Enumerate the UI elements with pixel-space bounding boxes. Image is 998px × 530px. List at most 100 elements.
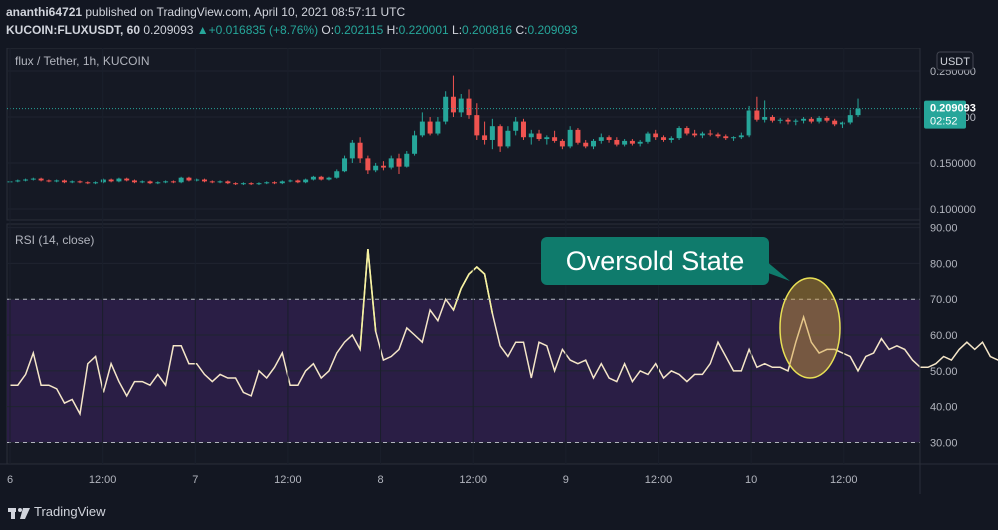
candle-body [443, 96, 449, 122]
candle-body [69, 181, 75, 183]
candle-body [653, 133, 659, 138]
candle-body [723, 136, 729, 139]
close-label: C: [515, 23, 528, 37]
candle-body [482, 135, 488, 140]
candle-body [147, 181, 153, 184]
candle-body [23, 179, 29, 181]
candle-body [591, 140, 596, 147]
candle-body [847, 115, 853, 123]
candle-body [668, 138, 674, 140]
candle-body [404, 153, 410, 167]
candle-body [334, 171, 340, 178]
candle-body [606, 137, 612, 140]
low-value: 0.200816 [462, 23, 513, 37]
candle-body [217, 181, 223, 183]
candle-body [855, 108, 861, 116]
candle-body [637, 141, 643, 144]
high-label: H: [386, 23, 399, 37]
candle-body [684, 128, 690, 134]
candle-body [342, 158, 348, 172]
candle-body [801, 118, 807, 121]
candle-body [614, 139, 620, 145]
candle-body [163, 181, 169, 183]
candle-body [715, 134, 721, 137]
candle-body [264, 182, 270, 184]
candle-body [54, 180, 60, 182]
rsi-tick-label: 70.00 [930, 294, 958, 306]
price-pane[interactable] [6, 48, 921, 221]
candle-body [793, 120, 799, 122]
high-value: 0.220001 [398, 23, 449, 37]
candle-body [466, 98, 472, 116]
candle-body [505, 130, 511, 147]
candle-body [629, 140, 635, 144]
candle-body [326, 177, 332, 180]
time-tick-label: 12:00 [274, 474, 302, 486]
rsi-tick-label: 60.00 [930, 330, 958, 342]
candle-body [808, 118, 814, 122]
candle-body [139, 181, 145, 183]
candle-body [552, 137, 558, 141]
currency-button[interactable]: USDT [936, 51, 974, 71]
time-tick-label: 6 [7, 474, 13, 486]
symbol-info: KUCOIN:FLUXUSDT, 60 0.209093 ▲+0.016835 … [6, 23, 578, 37]
candle-body [816, 117, 822, 122]
candle-body [412, 135, 418, 154]
candle-body [85, 182, 91, 184]
time-tick-label: 12:00 [830, 474, 858, 486]
candle-body [318, 176, 324, 180]
candle-body [388, 158, 394, 168]
candle-body [131, 180, 137, 183]
candle-body [567, 129, 573, 147]
candle-body [458, 98, 464, 113]
candle-body [61, 180, 67, 183]
candle-body [357, 142, 363, 159]
time-tick-label: 8 [377, 474, 383, 486]
candle-body [622, 140, 628, 145]
oversold-annotation[interactable]: Oversold State [541, 237, 841, 379]
time-tick-label: 12:00 [645, 474, 673, 486]
tradingview-logo[interactable]: TradingView [8, 504, 106, 520]
candle-body [116, 178, 122, 182]
candle-body [287, 180, 293, 182]
time-tick-label: 12:00 [459, 474, 487, 486]
candlestick-series [7, 75, 861, 186]
candle-body [832, 120, 838, 125]
candle-body [544, 137, 550, 140]
price-tick-label: 0.100000 [930, 204, 976, 216]
candle-body [692, 133, 698, 136]
last-price: 0.209093 [143, 23, 194, 37]
candle-body [731, 137, 737, 139]
open-label: O: [321, 23, 335, 37]
time-axis[interactable]: 6 12:00 7 12:00 8 12:00 9 12:00 10 12:00 [7, 48, 858, 486]
candle-body [559, 140, 565, 147]
price-change: +0.016835 (+8.76%) [208, 23, 319, 37]
open-value: 0.202115 [334, 23, 384, 37]
time-tick-label: 12:00 [89, 474, 117, 486]
candle-body [233, 183, 239, 185]
candle-body [30, 178, 36, 180]
candle-body [769, 116, 775, 121]
rsi-tick-label: 90.00 [930, 223, 958, 235]
candle-body [256, 183, 262, 185]
rsi-axis[interactable]: 90.00 80.00 70.00 60.00 50.00 40.00 30.00 [930, 223, 958, 450]
candle-body [295, 180, 301, 183]
candle-body [310, 176, 316, 180]
candle-body [575, 129, 581, 143]
candle-body [450, 96, 456, 113]
candle-body [746, 110, 752, 136]
rsi-line [10, 249, 998, 417]
publisher-name[interactable]: ananthi64721 [6, 5, 83, 19]
currency-button-label[interactable]: USDT [940, 56, 970, 68]
candle-body [419, 121, 425, 136]
time-tick-label: 7 [192, 474, 198, 486]
price-tick-label: 0.150000 [930, 158, 976, 170]
footer: TradingView [0, 494, 998, 530]
candle-body [186, 177, 192, 181]
candle-body [93, 182, 99, 184]
candle-body [225, 181, 231, 184]
rsi-pane[interactable] [6, 223, 998, 465]
candle-body [240, 183, 246, 185]
price-pane-title: flux / Tether, 1h, KUCOIN [15, 54, 150, 68]
